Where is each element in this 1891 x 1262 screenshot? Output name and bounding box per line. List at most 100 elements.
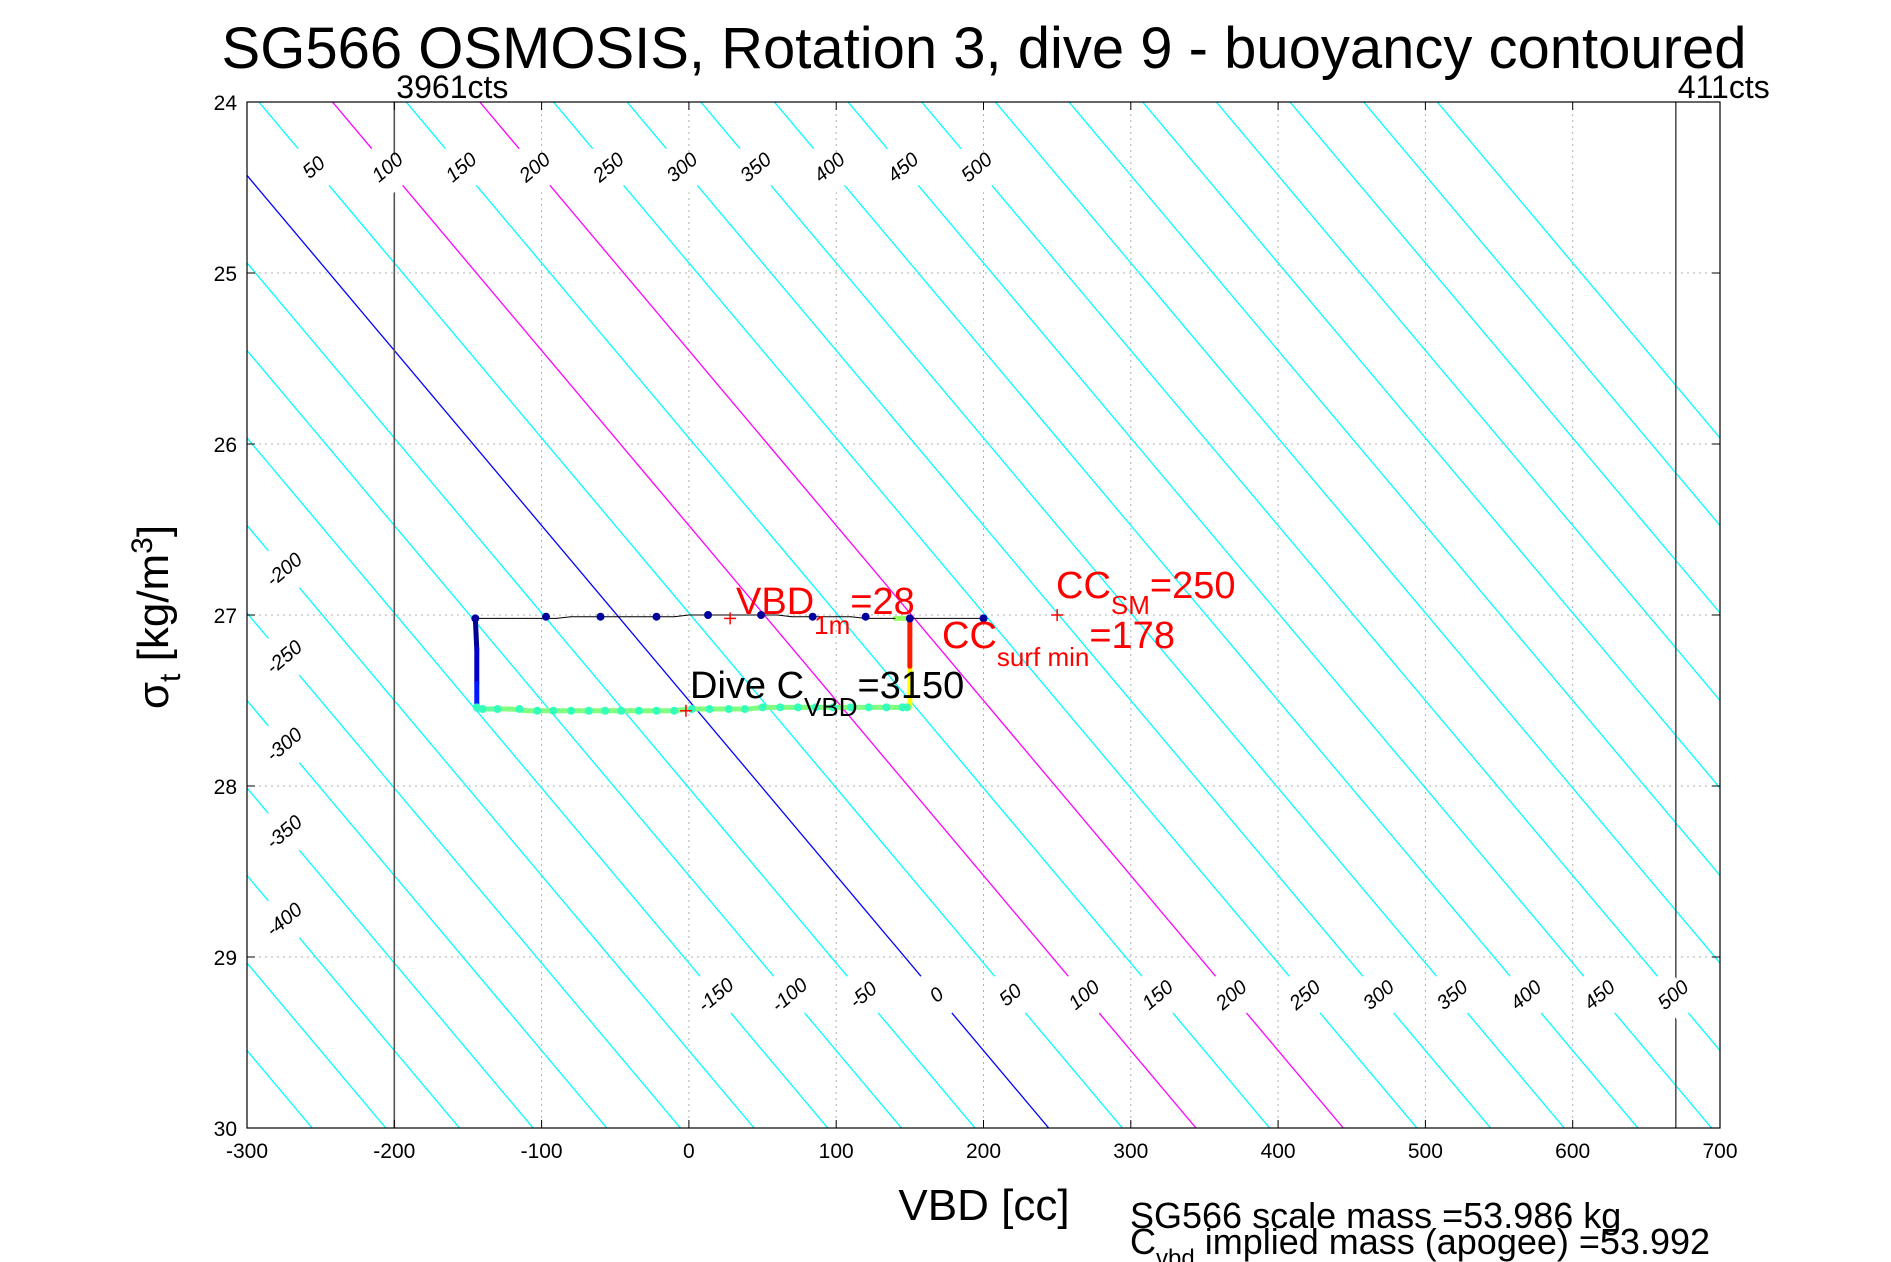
dive-points [471,611,988,715]
y-label-sub: t [154,673,187,682]
bottom-point [846,703,855,712]
surface-point [861,612,870,621]
bottom-point [829,703,838,712]
annotation-dive-c-vbd: Dive CVBD=3150 [690,665,964,722]
x-tick-label: 600 [1555,1140,1590,1163]
dive-path-segment [555,616,572,619]
y-label-close: ] [129,525,178,537]
y-label-unit: [kg/m [129,554,178,674]
cc-surf-min-value: =178 [1089,615,1175,657]
contour-label-bg [288,140,339,194]
contour-label-bg [1131,967,1183,1022]
bottom-point [793,703,802,712]
bottom-point [758,703,767,712]
contour-line [1436,102,1720,439]
footer-c-rest: implied mass (apogee) =53.992 [1195,1221,1710,1262]
surface-point [905,614,914,623]
bottom-point [634,706,643,715]
bottom-point [617,706,626,715]
bottom-point [724,705,733,714]
contour-line [0,102,239,1128]
contour-line [1142,102,1720,790]
y-tick-label: 25 [214,263,237,286]
y-label-main: σ [129,682,178,709]
cc-surf-min-sub: surf min [997,642,1089,672]
contour-label-bg [690,967,741,1022]
contour-line [247,874,460,1128]
x-axis-label: VBD [cc] [898,1181,1069,1230]
vbd-1m-value: =28 [850,581,914,623]
dive-c-vbd-sub: VBD [804,692,857,722]
x-tick-label: 0 [683,1140,695,1163]
dive-path-segment [472,615,480,652]
contour-label-bg [730,140,781,194]
contour-label-bg [763,967,815,1022]
contour-line [847,102,1713,1128]
vbd-1m-base: VBD [736,581,814,623]
contour-label-bg [1500,967,1552,1022]
x-tick-label: -300 [226,1140,268,1163]
contour-label-bg [258,805,310,859]
bottom-point [776,703,785,712]
contour-label-bg [1573,967,1625,1022]
contour-line [247,174,1050,1128]
surface-point [542,612,551,621]
vbd-1m-sub: 1m [814,610,850,640]
dive-path-segment [673,614,690,618]
cc-sm-sub: SM [1111,590,1150,620]
contour-line [1363,102,1720,527]
x-tick-label: 200 [966,1140,1001,1163]
contour-label-bg [911,967,962,1022]
bottom-point [549,706,558,715]
bottom-point [567,706,576,715]
annotation-vbd-1m: VBD1m=28 [736,581,915,640]
x-tick-label: 700 [1702,1140,1737,1163]
x-tick-label: 300 [1113,1140,1148,1163]
contour-label-bg [984,967,1036,1022]
markers [679,609,1064,717]
contour-label-bg [837,967,889,1022]
contour-label-bg [877,140,929,194]
contour-label-bg [258,892,310,947]
surface-point [757,611,766,619]
contour-line [247,699,608,1128]
contour-label-bg [582,140,634,194]
y-axis-label: σt [kg/m3] [126,525,187,709]
x-tick-label: 500 [1408,1140,1443,1163]
contour-line [773,102,1639,1128]
contour-label-bg [361,140,413,194]
y-tick-label: 28 [214,776,237,799]
surface-point [471,614,480,623]
contour-line [247,349,902,1128]
footer-implied-mass: Cvbd implied mass (apogee) =53.992 [1130,1221,1710,1262]
bottom-point [652,706,661,715]
contour-line [1289,102,1720,614]
contour-label-bg [258,542,310,596]
bottom-point [740,705,749,714]
y-tick-label: 29 [214,947,237,970]
y-tick-label: 24 [214,92,238,115]
surface-point [596,612,605,621]
surface-point [808,612,817,621]
cc-sm-base: CC [1056,565,1111,607]
surface-point [979,614,988,623]
bottom-point [864,703,873,712]
counts-label: 3961cts [396,69,508,105]
contour-line [1215,102,1720,702]
contour-label-bg [1058,967,1110,1022]
y-label-sup: 3 [126,537,159,554]
bottom-point [902,703,911,712]
y-tick-label: 26 [214,434,237,457]
x-tick-label: -200 [373,1140,415,1163]
annotation-cc-sm: CCSM=250 [1056,565,1235,620]
x-tick-label: 100 [819,1140,854,1163]
contour-label-bg [1205,967,1257,1022]
contour-line [1068,102,1720,877]
surface-point [704,611,713,619]
counts-label: 411cts [1678,69,1770,105]
chart-title: SG566 OSMOSIS, Rotation 3, dive 9 - buoy… [222,16,1747,81]
contour-label-bg [1426,967,1478,1022]
contour-label-bg [435,140,487,194]
bottom-point [478,705,487,714]
